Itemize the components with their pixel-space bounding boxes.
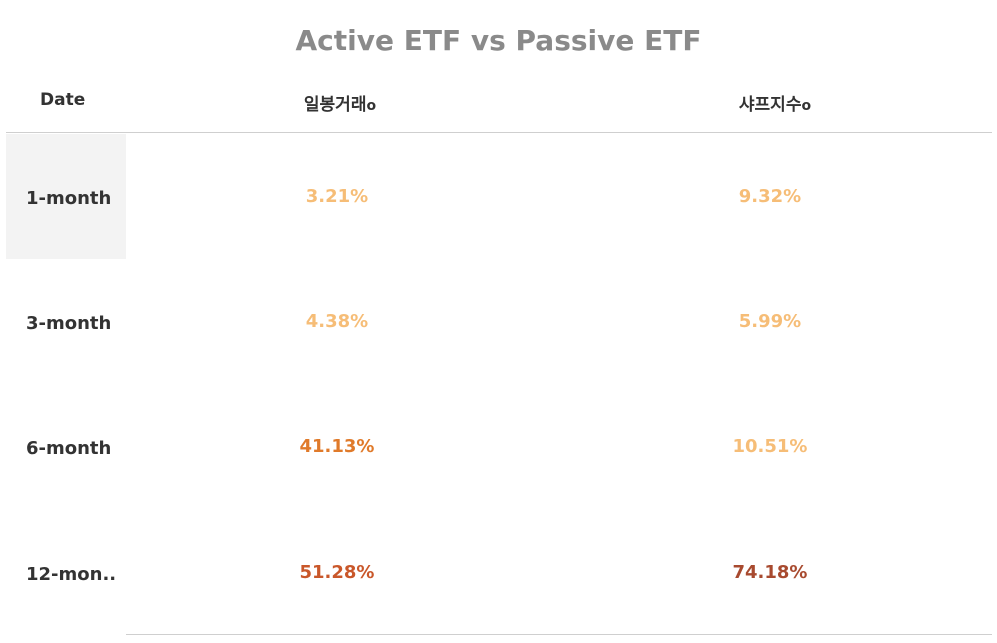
chart-title: Active ETF vs Passive ETF — [295, 24, 702, 57]
daily-trading-value: 41.13% — [299, 436, 375, 457]
column-header-sharpe-ratio-label: 샤프지수 — [738, 95, 802, 115]
row-label: 1-month — [26, 188, 112, 209]
header-divider — [6, 132, 992, 133]
daily-trading-value: 4.38% — [305, 311, 369, 332]
footer-divider — [126, 634, 992, 635]
row-label: 3-month — [26, 313, 112, 334]
column-header-daily-trading[interactable]: 일봉거래o — [230, 90, 450, 115]
sharpe-ratio-value: 74.18% — [732, 562, 808, 583]
sharpe-ratio-value: 9.32% — [738, 186, 802, 207]
row-label-highlight — [6, 134, 126, 259]
sharpe-ratio-value: 5.99% — [738, 311, 802, 332]
column-header-date[interactable]: Date — [40, 90, 86, 110]
daily-trading-value: 3.21% — [305, 186, 369, 207]
row-label: 12-mon.. — [26, 564, 117, 585]
column-header-sharpe-ratio[interactable]: 샤프지수o — [665, 90, 885, 115]
daily-trading-value: 51.28% — [299, 562, 375, 583]
column-header-daily-trading-label: 일봉거래 — [303, 95, 367, 115]
sort-indicator-icon: o — [801, 98, 812, 114]
row-label: 6-month — [26, 438, 112, 459]
sort-indicator-icon: o — [366, 98, 377, 114]
sharpe-ratio-value: 10.51% — [732, 436, 808, 457]
